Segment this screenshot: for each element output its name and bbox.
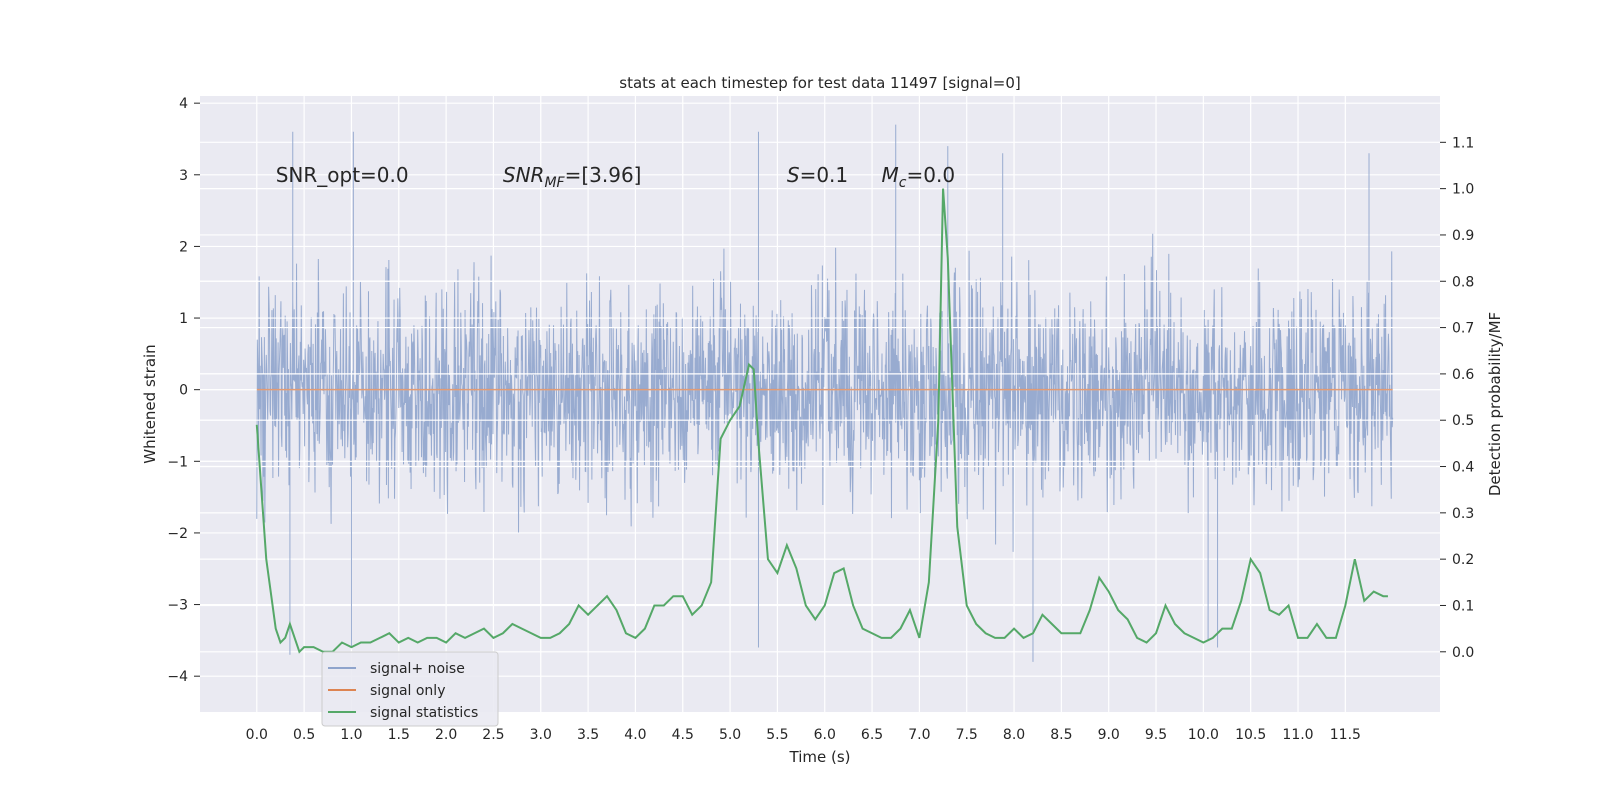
signal-noise-line <box>256 124 1394 662</box>
y-left-tick-label: 0 <box>179 383 188 399</box>
y-axis-left-label: Whitened strain <box>141 344 159 463</box>
annotation-text: Mc=0.0 <box>882 163 956 191</box>
x-tick-label: 8.0 <box>1003 727 1025 743</box>
y-right-tick-label: 0.4 <box>1452 460 1474 476</box>
y-left-tick-label: 2 <box>179 239 188 255</box>
x-tick-label: 8.5 <box>1050 727 1072 743</box>
y-right-tick-label: 1.1 <box>1452 135 1474 151</box>
y-left-tick-label: 4 <box>179 96 188 112</box>
y-right-tick-label: 1.0 <box>1452 182 1474 198</box>
x-tick-label: 11.0 <box>1282 727 1313 743</box>
x-tick-label: 6.0 <box>814 727 836 743</box>
annotation-text: SNRMF=[3.96] <box>503 163 642 191</box>
x-tick-label: 1.5 <box>388 727 410 743</box>
y-right-tick-label: 0.7 <box>1452 321 1474 337</box>
x-tick-label: 2.0 <box>435 727 457 743</box>
y-right-tick-label: 0.3 <box>1452 506 1474 522</box>
y-left-tick-label: 3 <box>179 168 188 184</box>
axis-ticks: 0.0 0.5 1.0 1.5 2.0 2.5 3.0 3.5 4.0 4.5 5.0 5.5 6.0 6… <box>167 96 1474 743</box>
y-right-tick-label: 0.2 <box>1452 552 1474 568</box>
signal-statistics-series <box>255 188 1388 654</box>
x-tick-label: 7.5 <box>956 727 978 743</box>
signal-statistics-line <box>255 188 1388 654</box>
x-tick-label: 9.0 <box>1098 727 1120 743</box>
x-tick-label: 0.0 <box>246 727 268 743</box>
x-tick-label: 4.0 <box>624 727 646 743</box>
x-tick-label: 5.0 <box>719 727 741 743</box>
x-tick-label: 4.5 <box>672 727 694 743</box>
x-tick-label: 3.5 <box>577 727 599 743</box>
legend-box <box>321 651 499 727</box>
y-left-tick-label: −2 <box>167 526 188 542</box>
y-axis-right-label: Detection probability/MF <box>1486 312 1504 496</box>
x-tick-label: 7.0 <box>908 727 930 743</box>
x-tick-label: 5.5 <box>766 727 788 743</box>
y-right-tick-label: 0.6 <box>1452 367 1474 383</box>
y-right-tick-label: 0.8 <box>1452 274 1474 290</box>
x-tick-label: 10.5 <box>1235 727 1266 743</box>
x-axis-label: Time (s) <box>789 748 851 766</box>
y-left-tick-label: −4 <box>167 669 188 685</box>
y-left-tick-label: −3 <box>167 598 188 614</box>
y-right-tick-label: 0.0 <box>1452 645 1474 661</box>
chart-title: stats at each timestep for test data 114… <box>619 74 1020 92</box>
legend-entry: signal statistics <box>370 705 478 721</box>
legend-entry: signal only <box>370 683 445 699</box>
y-left-tick-label: 1 <box>179 311 188 327</box>
x-tick-label: 6.5 <box>861 727 883 743</box>
x-tick-label: 10.0 <box>1188 727 1219 743</box>
y-right-tick-label: 0.1 <box>1452 598 1474 614</box>
annotation-text: S=0.1 <box>787 163 848 187</box>
y-left-tick-label: −1 <box>167 454 188 470</box>
legend: signal+ noise signal only signal statistic… <box>321 651 499 727</box>
x-tick-label: 0.5 <box>293 727 315 743</box>
x-tick-label: 1.0 <box>340 727 362 743</box>
x-tick-label: 2.5 <box>482 727 504 743</box>
annotation-text: SNR_opt=0.0 <box>276 163 409 187</box>
x-tick-label: 11.5 <box>1330 727 1361 743</box>
legend-entry: signal+ noise <box>370 661 465 677</box>
x-tick-label: 9.5 <box>1145 727 1167 743</box>
annotations: SNR_opt=0.0 SNRMF=[3.96] S=0.1 Mc=0.0 <box>276 163 955 191</box>
y-right-tick-label: 0.5 <box>1452 413 1474 429</box>
x-tick-label: 3.0 <box>530 727 552 743</box>
y-right-tick-label: 0.9 <box>1452 228 1474 244</box>
